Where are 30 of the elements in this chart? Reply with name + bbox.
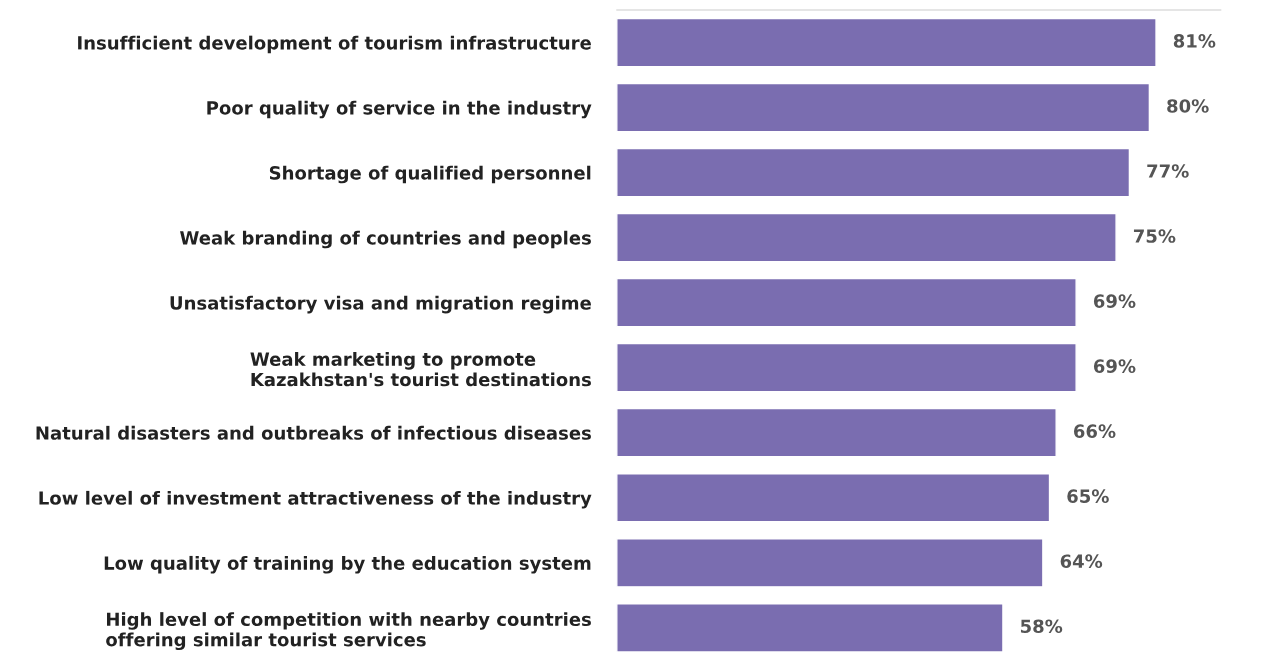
data-label: 58% [1020,619,1063,634]
bar [616,277,1077,328]
bar [616,212,1117,263]
y-tick-label: Shortage of qualified personnel [269,165,591,184]
y-tick-label: Natural disasters and outbreaks of infectious diseases [36,425,591,440]
y-tick-label: Poor quality of service in the industry [207,100,592,119]
bar [616,82,1151,133]
data-label: 80% [1167,99,1209,113]
bar [616,342,1077,393]
y-tick-label: Insufficient development of tourism infrastructure [78,35,591,54]
data-label: 81% [1173,34,1216,48]
y-tick-label: Low level of investment attractiveness of the industry [39,490,592,509]
data-label: 69% [1093,294,1136,308]
y-tick-label: Weak marketing to promote Kazakhstan's tourist destinations [250,352,591,387]
data-label: 69% [1093,359,1136,373]
y-tick-label: High level of competition with nearby countries offering similar tourist services [106,612,591,651]
data-label: 64% [1060,554,1103,569]
bar [616,472,1051,523]
data-label: 77% [1147,164,1189,178]
bar [616,407,1057,458]
bar [616,603,1004,653]
bar [616,538,1044,588]
bar [616,147,1131,198]
data-label: 66% [1073,424,1116,438]
data-label: 75% [1133,229,1176,243]
y-tick-label: Low quality of training by the education system [104,555,591,574]
bar [616,17,1157,68]
data-label: 65% [1067,489,1109,503]
y-tick-label: Weak branding of countries and peoples [180,230,591,249]
y-tick-label: Unsatisfactory visa and migration regime [170,295,591,314]
